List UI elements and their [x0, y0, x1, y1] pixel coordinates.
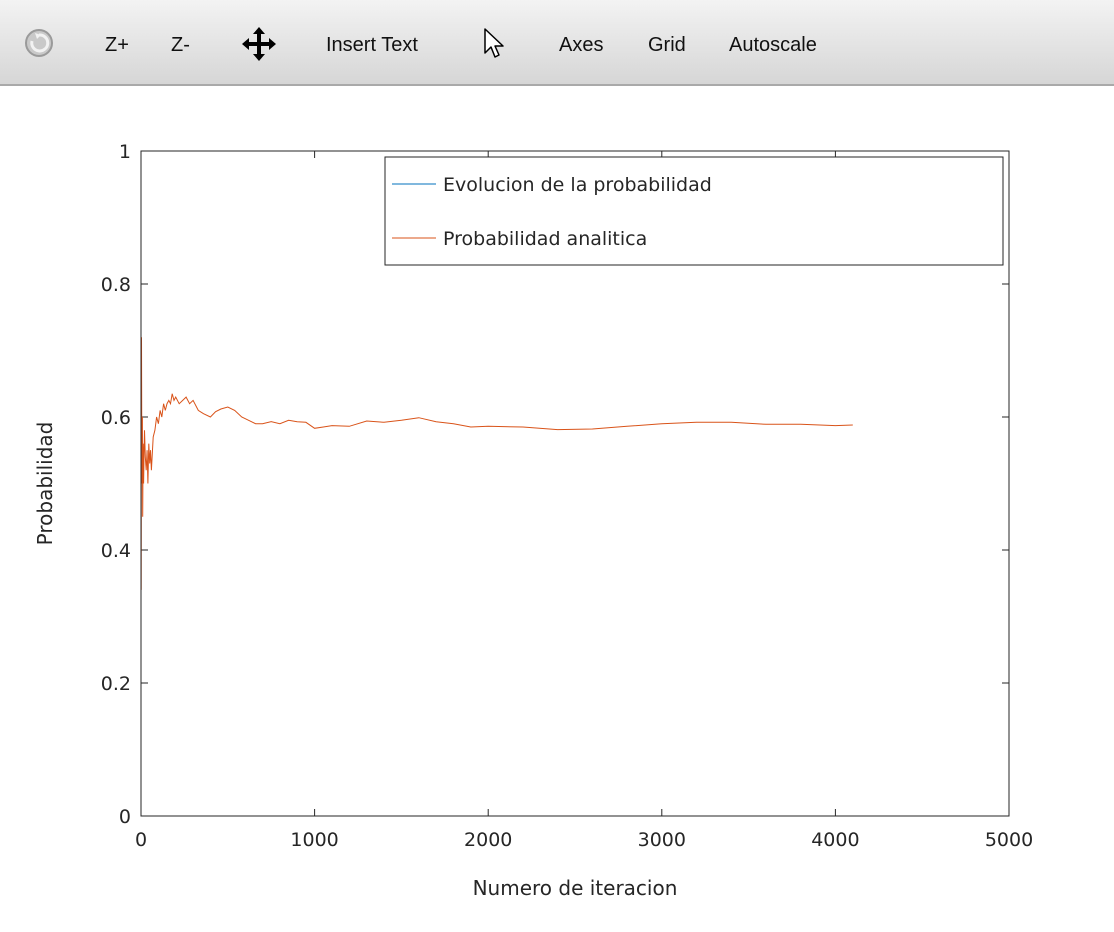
axes-button[interactable]: Axes — [559, 34, 604, 56]
rotate-icon[interactable] — [22, 26, 56, 64]
axes-box — [140, 150, 1010, 817]
plot-lines — [140, 337, 853, 590]
legend: Evolucion de la probabilidad Probabilidad… — [384, 156, 1004, 266]
y-axis-label: Probabilidad — [33, 422, 57, 546]
legend-label: Probabilidad analitica — [443, 228, 647, 250]
x-tick-label: 1000 — [290, 829, 338, 851]
y-tick-label: 0 — [119, 806, 131, 828]
y-tick-label: 0.6 — [101, 407, 131, 429]
x-axis-label: Numero de iteracion — [473, 876, 678, 900]
x-tick-label: 0 — [135, 829, 147, 851]
legend-box — [384, 156, 1004, 266]
x-tick-label: 2000 — [464, 829, 512, 851]
autoscale-button[interactable]: Autoscale — [729, 34, 817, 56]
pan-icon[interactable] — [241, 26, 277, 66]
figure-canvas: 0 1000 2000 3000 4000 5000 0 0.2 0.4 0.6 0.8 1 Evol… — [0, 88, 1114, 928]
zoom-in-button[interactable]: Z+ — [105, 34, 129, 56]
y-tick-label: 0.4 — [101, 540, 131, 562]
x-tick-label: 3000 — [638, 829, 686, 851]
x-tick-label: 4000 — [811, 829, 859, 851]
zoom-out-button[interactable]: Z- — [171, 34, 190, 56]
insert-text-button[interactable]: Insert Text — [326, 34, 418, 56]
y-tick-label: 0.2 — [101, 673, 131, 695]
x-tick-label: 5000 — [985, 829, 1033, 851]
series-line-1 — [140, 337, 853, 590]
y-tick-label: 1 — [119, 141, 131, 163]
y-tick-label: 0.8 — [101, 274, 131, 296]
axis-ticks: 0 1000 2000 3000 4000 5000 0 0.2 0.4 0.6 0.8 1 — [101, 141, 1033, 851]
select-pointer-icon[interactable] — [482, 27, 506, 65]
legend-label: Evolucion de la probabilidad — [443, 174, 712, 196]
line-chart: 0 1000 2000 3000 4000 5000 0 0.2 0.4 0.6 0.8 1 Evol… — [33, 141, 1033, 900]
figure-toolbar: Z+ Z- Insert Text Axes Grid Autoscale — [0, 0, 1114, 86]
grid-button[interactable]: Grid — [648, 34, 686, 56]
